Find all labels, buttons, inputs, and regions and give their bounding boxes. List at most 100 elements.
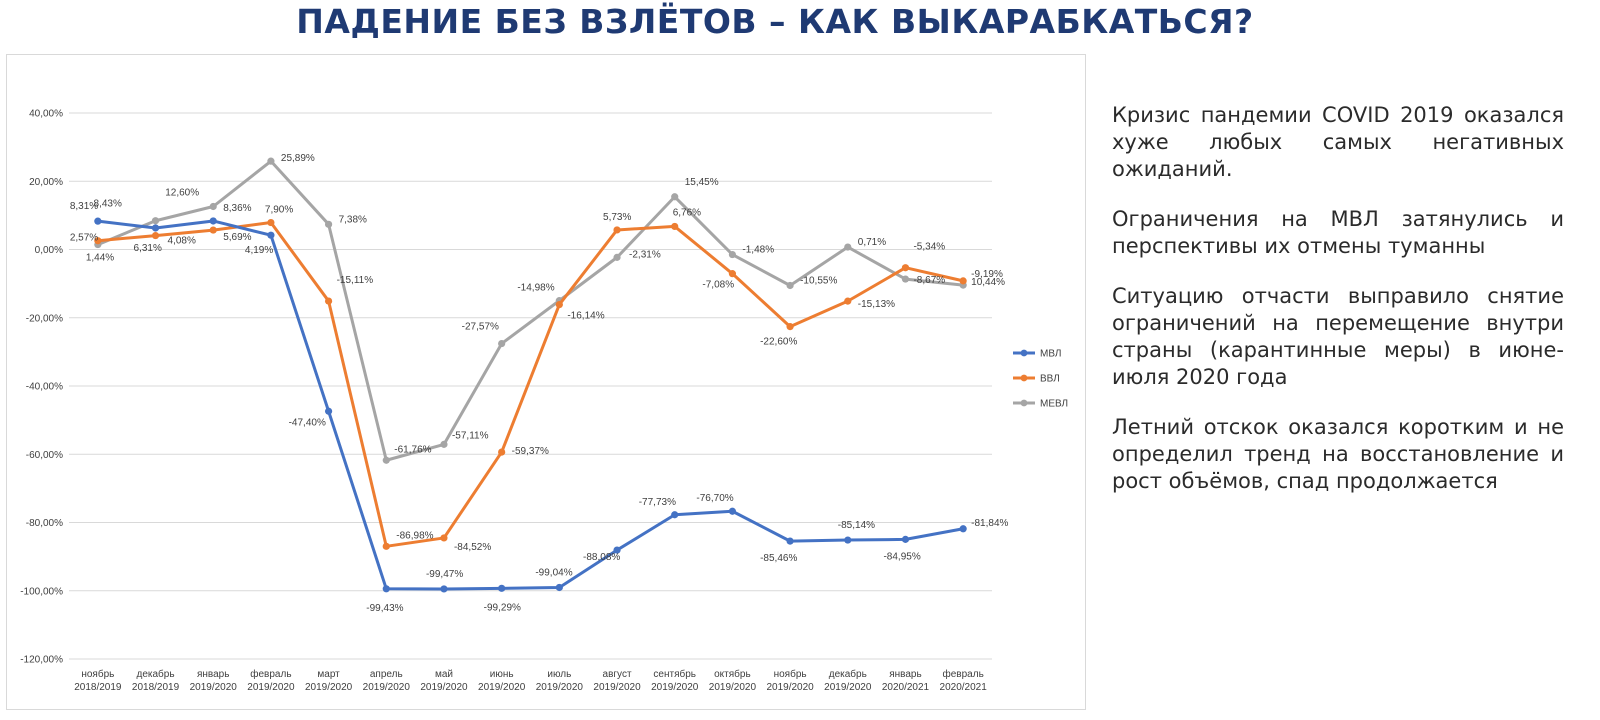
- x-tick-label: 2019/2020: [651, 682, 699, 693]
- data-point: [498, 339, 506, 348]
- data-point: [728, 250, 737, 259]
- data-point: [440, 585, 448, 593]
- data-point: [324, 220, 333, 228]
- x-tick-label: январь: [197, 669, 229, 680]
- data-label: -99,04%: [535, 567, 572, 578]
- x-tick-label: январь: [889, 669, 921, 680]
- data-label: -16,14%: [567, 311, 604, 322]
- data-label: -88,08%: [583, 552, 620, 563]
- data-point: [382, 585, 390, 593]
- data-label: -59,37%: [512, 446, 549, 457]
- data-point: [267, 157, 275, 165]
- data-point: [901, 275, 910, 283]
- data-label: -57,11%: [452, 430, 489, 441]
- x-tick-label: август: [603, 669, 632, 680]
- data-label: -84,52%: [454, 542, 491, 553]
- x-tick-label: февраль: [943, 668, 984, 680]
- data-label: 5,69%: [223, 232, 251, 243]
- data-label: -27,57%: [462, 322, 499, 333]
- data-label: -76,70%: [696, 493, 733, 504]
- legend-marker: [1020, 349, 1028, 357]
- legend-label: ВВЛ: [1040, 374, 1060, 385]
- legend-label: МЕВЛ: [1040, 399, 1068, 410]
- data-label: -84,95%: [883, 551, 920, 562]
- data-point: [613, 226, 621, 234]
- x-tick-label: июль: [547, 669, 571, 680]
- data-label: -81,84%: [971, 518, 1008, 529]
- series-line: [97, 219, 964, 591]
- line-chart: 40,00% 20,00% 0,00% -20,00% -40,00% -60,00% -8…: [20, 109, 1068, 694]
- data-label: 8,43%: [94, 199, 122, 210]
- x-tick-label: сентябрь: [653, 668, 696, 680]
- x-tick-label: 2019/2020: [190, 682, 238, 693]
- data-point: [728, 270, 737, 278]
- data-label: -15,13%: [858, 299, 895, 310]
- y-tick-label: -60,00%: [26, 450, 63, 461]
- data-label: -99,43%: [366, 603, 403, 614]
- commentary-paragraph-4: Летний отскок оказался коротким и не опр…: [1112, 415, 1564, 493]
- data-label: 4,08%: [168, 236, 196, 247]
- data-label: -1,48%: [742, 245, 774, 256]
- data-point: [844, 297, 852, 305]
- y-tick-label: -20,00%: [26, 313, 63, 324]
- data-point: [786, 537, 794, 545]
- x-tick-label: апрель: [370, 669, 403, 680]
- data-label: 6,31%: [134, 243, 162, 254]
- y-tick-label: -120,00%: [20, 655, 63, 666]
- data-label: 25,89%: [281, 153, 315, 164]
- y-tick-label: -80,00%: [26, 518, 63, 529]
- data-point: [382, 542, 390, 550]
- data-label: 8,36%: [223, 203, 251, 214]
- data-point: [728, 507, 737, 515]
- data-label: -8,67%: [913, 275, 945, 286]
- data-point: [844, 243, 852, 251]
- data-point: [382, 456, 390, 464]
- data-point: [555, 300, 563, 309]
- data-label: -15,11%: [337, 275, 374, 286]
- data-label: -85,14%: [838, 520, 875, 531]
- data-point: [440, 440, 448, 448]
- page-title: ПАДЕНИЕ БЕЗ ВЗЛЁТОВ – КАК ВЫКАРАБКАТЬСЯ?: [296, 2, 1254, 41]
- x-tick-label: 2020/2021: [882, 682, 930, 693]
- data-point: [267, 231, 275, 239]
- data-label: -5,34%: [913, 242, 945, 253]
- data-label: -86,98%: [396, 530, 433, 541]
- data-label: -2,31%: [629, 249, 661, 260]
- data-label: 6,76%: [673, 207, 701, 218]
- data-point: [94, 217, 102, 225]
- data-point: [440, 534, 448, 542]
- commentary-panel: Кризис пандемии COVID 2019 оказался хуже…: [1112, 102, 1564, 518]
- data-label: 8,31%: [70, 201, 98, 212]
- data-label: 12,60%: [165, 188, 199, 199]
- y-tick-label: -40,00%: [26, 382, 63, 393]
- data-point: [901, 264, 910, 272]
- y-tick-label: 0,00%: [35, 245, 63, 256]
- x-tick-label: 2019/2020: [709, 682, 757, 693]
- data-label: -22,60%: [760, 337, 797, 348]
- legend-marker: [1020, 374, 1028, 382]
- data-label: -61,76%: [394, 444, 431, 455]
- data-label: 7,90%: [265, 205, 293, 216]
- data-label: 7,38%: [339, 214, 367, 225]
- data-point: [959, 525, 967, 533]
- data-point: [671, 193, 679, 201]
- data-label: 15,45%: [685, 177, 719, 188]
- data-label: -99,29%: [484, 602, 521, 613]
- x-tick-label: 2019/2020: [824, 682, 872, 693]
- y-tick-label: 40,00%: [29, 109, 63, 120]
- data-point: [786, 323, 794, 331]
- series-line: [97, 221, 964, 548]
- x-tick-label: декабрь: [829, 668, 867, 680]
- data-point: [151, 224, 160, 232]
- data-label: 2,57%: [70, 233, 98, 244]
- y-tick-label: -100,00%: [20, 586, 63, 597]
- data-point: [786, 281, 794, 290]
- data-point: [151, 231, 160, 240]
- data-label: -14,98%: [517, 283, 554, 294]
- data-label: -99,47%: [426, 569, 463, 580]
- data-point: [671, 222, 679, 231]
- x-tick-label: март: [317, 669, 340, 680]
- commentary-paragraph-2: Ограничения на МВЛ затянулись и перспект…: [1112, 207, 1564, 258]
- commentary-paragraph-1: Кризис пандемии COVID 2019 оказался хуже…: [1112, 103, 1564, 181]
- data-point: [901, 535, 910, 543]
